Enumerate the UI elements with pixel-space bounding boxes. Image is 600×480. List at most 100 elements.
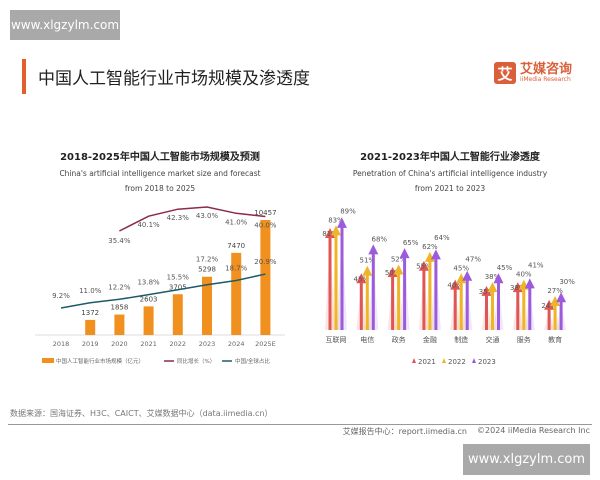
value-label: 55% (416, 263, 432, 271)
title-accent-bar (22, 59, 26, 94)
footer: 艾媒报告中心：report.iimedia.cn ©2024 iiMedia R… (343, 426, 590, 437)
share-label: 18.7% (225, 264, 248, 272)
legend-label: 同比增长（%） (177, 357, 215, 365)
value-label: 38% (510, 284, 526, 292)
chart-title: 2021-2023年中国人工智能行业渗透度 (360, 150, 541, 163)
arrow-shaft (553, 303, 557, 330)
x-tick-label: 2019 (82, 340, 99, 348)
arrow-shaft (365, 273, 369, 330)
watermark: www.xlgzylm.com (10, 10, 120, 40)
value-label: 38% (485, 273, 501, 281)
share-label: 20.9% (254, 258, 277, 266)
x-tick-label: 2022 (170, 340, 187, 348)
value-label: 89% (340, 207, 356, 215)
arrow-head (512, 282, 523, 293)
footer-divider (8, 424, 592, 425)
legend-label: 中国人工智能行业市场规模（亿元） (56, 357, 144, 365)
watermark: www.xlgzylm.com (463, 444, 590, 475)
value-label: 45% (497, 264, 513, 272)
arrow-shaft (428, 259, 432, 330)
arrow-shaft (465, 278, 469, 330)
value-label: 50% (385, 269, 401, 277)
arrow-head (362, 265, 373, 276)
x-tick-label: 教育 (548, 335, 562, 344)
bar-value-label: 3705 (169, 283, 187, 291)
bar-value-label: 5298 (198, 266, 216, 274)
x-tick-label: 2023 (199, 340, 216, 348)
logo-mark: 艾 (494, 62, 516, 84)
value-label: 27% (547, 287, 563, 295)
arrow-shaft (459, 281, 463, 330)
arrow-shaft (397, 272, 401, 330)
arrow-shaft (453, 287, 457, 330)
arrow-shaft (497, 281, 500, 330)
share-label: 15.5% (167, 273, 190, 281)
x-tick-label: 2018 (53, 340, 70, 348)
arrow-head (418, 260, 429, 271)
bar-value-label: 10457 (254, 209, 276, 217)
arrow-head (424, 251, 435, 262)
arrow-head (493, 273, 504, 284)
arrow-shaft (528, 286, 532, 330)
value-label: 41% (528, 262, 544, 270)
growth-label: 43.0% (196, 212, 219, 220)
arrow-head (368, 244, 379, 255)
share-label: 11.0% (79, 287, 102, 295)
logo-en: iiMedia Research (520, 76, 571, 83)
arrow-shaft (403, 256, 407, 330)
arrow-head (462, 270, 473, 281)
bar (202, 276, 212, 335)
bar (231, 252, 242, 335)
arrow-shaft (359, 281, 363, 330)
share-label: 13.8% (137, 279, 160, 287)
x-tick-label: 交通 (486, 335, 500, 344)
arrow-shaft (516, 290, 520, 330)
data-source: 数据来源：国海证券、H3C、CAICT、艾媒数据中心（data.iimedia.… (10, 409, 273, 418)
share-label: 12.2% (108, 283, 131, 291)
value-label: 30% (559, 278, 575, 286)
bar-value-label: 2603 (140, 295, 158, 303)
bar (114, 314, 125, 335)
value-label: 40% (516, 271, 532, 279)
value-label: 40% (447, 282, 463, 290)
x-tick-label: 互联网 (326, 335, 347, 344)
growth-label: 35.4% (108, 237, 131, 245)
bar (143, 306, 154, 335)
arrow-head (556, 292, 567, 303)
arrow-head (356, 273, 367, 284)
bar (260, 220, 271, 335)
charts: 2018-2025年中国人工智能市场规模及预测 China's artificia… (35, 150, 575, 366)
x-tick-label: 2024 (228, 340, 245, 348)
share-line (60, 273, 266, 309)
arrow-head (524, 278, 535, 289)
arrow-head (393, 264, 404, 275)
value-label: 35% (479, 288, 495, 296)
share-label: 9.2% (52, 292, 70, 300)
arrow-head (550, 295, 561, 306)
arrow-shaft (371, 252, 375, 330)
value-label: 81% (322, 230, 338, 238)
value-label: 45% (354, 275, 370, 283)
arrow-head (387, 267, 398, 277)
arrow-head (450, 279, 461, 290)
logo-cn: 艾媒咨询 (520, 62, 573, 77)
value-label: 51% (360, 257, 376, 265)
arrow-shaft (491, 290, 494, 330)
value-label: 47% (465, 255, 481, 263)
arrow-shaft (485, 293, 488, 330)
value-label: 52% (391, 255, 407, 263)
value-label: 83% (328, 216, 344, 224)
x-tick-label: 电信 (360, 335, 374, 344)
legend-arrow-icon (412, 358, 416, 363)
arrow-head (399, 248, 410, 259)
growth-line (119, 206, 266, 232)
arrow-shaft (522, 287, 526, 330)
bar-value-label: 7470 (227, 242, 245, 250)
arrow-shaft (547, 307, 551, 330)
legend-label: 中国/全球占比 (235, 357, 270, 365)
value-label: 68% (372, 235, 388, 243)
report-link[interactable]: 艾媒报告中心：report.iimedia.cn (342, 427, 468, 436)
growth-label: 42.3% (167, 214, 190, 222)
arrow-head (325, 227, 335, 238)
arrow-head (456, 273, 467, 284)
